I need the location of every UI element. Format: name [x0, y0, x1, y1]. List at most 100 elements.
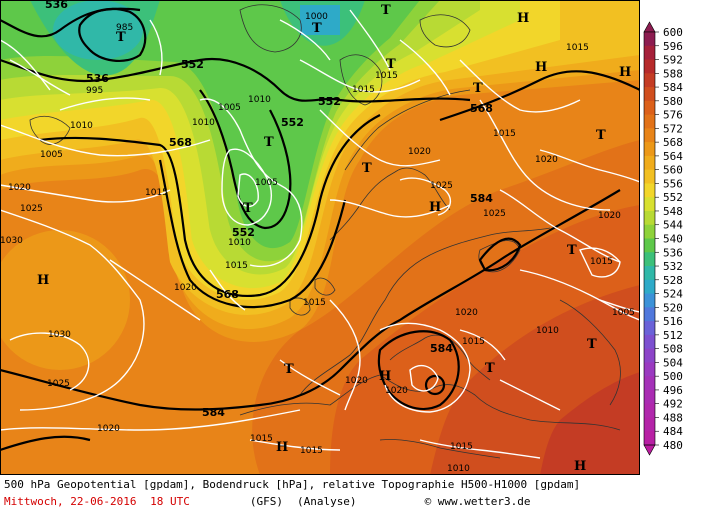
isobar-label: 1005	[40, 150, 63, 160]
geo-label: 584	[430, 342, 453, 355]
legend-swatch	[644, 197, 655, 212]
legend-label: 560	[663, 164, 683, 177]
legend-swatch	[644, 210, 655, 226]
legend-swatch	[644, 73, 655, 88]
legend-swatch	[644, 238, 655, 253]
geo-label: 536	[45, 0, 68, 11]
footer-date: Mittwoch, 22-06-2016	[4, 495, 137, 508]
legend-swatch	[644, 32, 655, 47]
legend-label: 532	[663, 260, 683, 273]
isobar-label: 985	[116, 23, 133, 33]
geo-label: 584	[470, 192, 493, 205]
geo-label: 536	[86, 72, 109, 85]
isobar-label: 1020	[535, 155, 558, 165]
isobar-label: 1015	[225, 261, 248, 271]
legend-arrow-top	[643, 21, 656, 33]
footer-title: 500 hPa Geopotential [gpdam], Bodendruck…	[4, 478, 581, 491]
legend-label: 488	[663, 411, 683, 424]
map-frame	[0, 0, 640, 475]
low-marker: T	[264, 135, 274, 150]
color-legend: 600 596 592 588 584 580 576 572 568 564 560 556 552 5…	[642, 20, 704, 460]
isobar-label: 1020	[598, 211, 621, 221]
isobar-label: 1025	[47, 379, 70, 389]
legend-label: 572	[663, 122, 683, 135]
geo-label: 552	[281, 116, 304, 129]
high-marker: H	[535, 60, 547, 75]
footer-model: (GFS)	[249, 495, 283, 508]
isobar-label: 1015	[566, 43, 589, 53]
legend-label: 492	[663, 398, 683, 411]
legend-label: 580	[663, 95, 683, 108]
isobar-label: 1015	[493, 129, 516, 139]
low-marker: T	[386, 57, 396, 72]
legend-label: 588	[663, 67, 683, 80]
isobar-label: 1015	[250, 434, 273, 444]
legend-swatch	[644, 307, 655, 322]
legend-label: 528	[663, 274, 683, 287]
legend-label: 576	[663, 109, 683, 122]
legend-swatch	[644, 100, 655, 116]
legend-label: 592	[663, 54, 683, 67]
low-marker: T	[284, 362, 294, 377]
legend-label: 536	[663, 246, 683, 259]
legend-swatch	[644, 321, 655, 336]
legend-label: 512	[663, 329, 683, 342]
low-marker: T	[116, 30, 126, 45]
low-marker: T	[567, 243, 577, 258]
footer-info: Mittwoch, 22-06-2016 18 UTC (GFS) (Analyse…	[4, 495, 531, 508]
high-marker: H	[37, 273, 49, 288]
legend-swatch	[644, 114, 655, 129]
high-marker: H	[379, 369, 391, 384]
legend-label: 600	[663, 26, 683, 39]
legend-swatch	[644, 348, 655, 363]
legend-arrow-bottom	[643, 444, 656, 456]
geo-label: 568	[470, 102, 493, 115]
legend-swatch	[644, 334, 655, 350]
high-marker: H	[574, 459, 586, 474]
geo-label: 584	[202, 406, 225, 419]
geopotential-lines	[0, 7, 640, 452]
isobar-label: 1010	[192, 118, 215, 128]
geo-label: 552	[318, 95, 341, 108]
legend-label: 500	[663, 370, 683, 383]
low-marker: T	[473, 81, 483, 96]
legend-swatch	[644, 128, 655, 143]
low-marker: T	[381, 3, 391, 18]
legend-label: 508	[663, 343, 683, 356]
isobar-label: 1015	[450, 442, 473, 452]
isobar-label: 1015	[375, 71, 398, 81]
geo-label: 552	[232, 226, 255, 239]
footer-time: 18 UTC	[150, 495, 190, 508]
legend-label: 548	[663, 205, 683, 218]
low-marker: T	[312, 21, 322, 36]
legend-swatch	[644, 431, 655, 446]
legend-label: 568	[663, 136, 683, 149]
legend-label: 584	[663, 81, 683, 94]
isobar-label: 1025	[483, 209, 506, 219]
geo-label: 568	[216, 288, 239, 301]
isobar-label: 1025	[20, 204, 43, 214]
legend-label: 540	[663, 233, 683, 246]
high-marker: H	[276, 440, 288, 455]
legend-swatch	[644, 155, 655, 171]
legend-label: 552	[663, 191, 683, 204]
isobar-label: 1015	[462, 337, 485, 347]
isobar-label: 995	[86, 86, 103, 96]
isobar-label: 1015	[145, 188, 168, 198]
legend-swatch	[644, 389, 655, 405]
legend-swatch	[644, 87, 655, 102]
legend-label: 564	[663, 150, 683, 163]
isobar-label: 1015	[352, 85, 375, 95]
legend-label: 480	[663, 439, 683, 452]
isobar-label: 1000	[305, 12, 328, 22]
isobars	[0, 9, 640, 459]
pressure-centers: H H H H H H H H T T T T T T T T T T T T …	[37, 3, 631, 474]
isobar-label: 1020	[97, 424, 120, 434]
legend-swatch	[644, 279, 655, 295]
legend-label: 556	[663, 177, 683, 190]
legend-swatch	[644, 376, 655, 391]
isobar-label: 1010	[536, 326, 559, 336]
isobar-label: 1010	[228, 238, 251, 248]
footer: 500 hPa Geopotential [gpdam], Bodendruck…	[0, 476, 640, 513]
field-atlantic-high	[0, 230, 130, 370]
